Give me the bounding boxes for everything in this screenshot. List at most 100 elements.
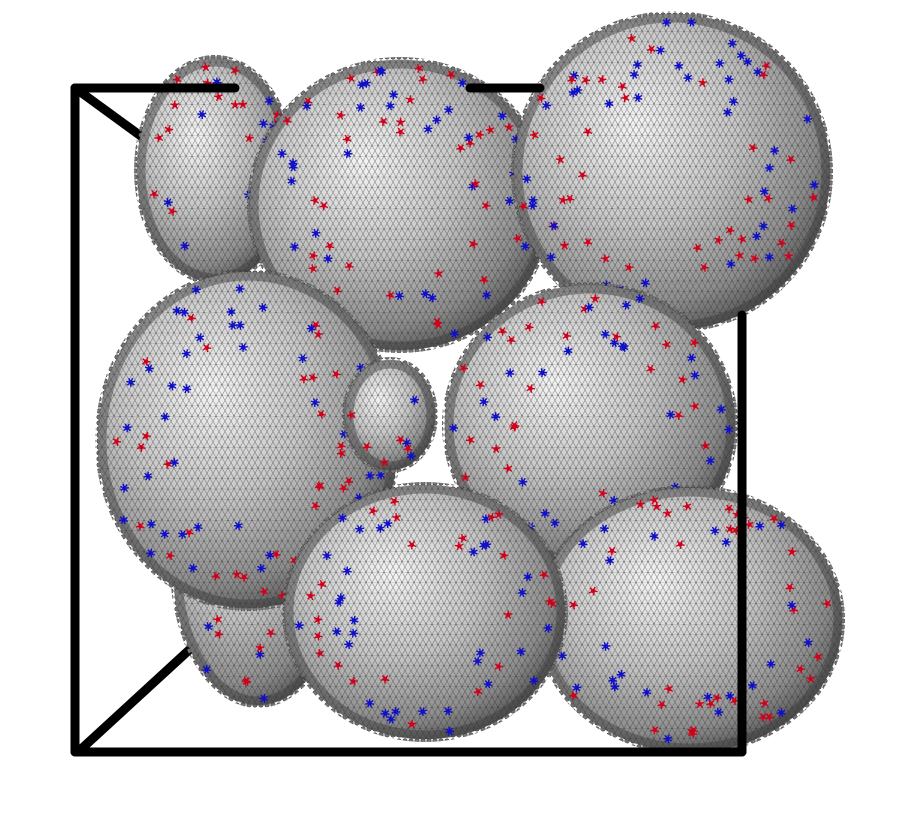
seven-fold-defect [622, 300, 631, 310]
five-fold-defect [309, 251, 318, 261]
seven-fold-defect [342, 566, 352, 576]
seven-fold-defect [517, 588, 527, 598]
seven-fold-defect [518, 477, 528, 487]
shell-mesh [285, 485, 565, 739]
five-fold-defect [211, 571, 221, 581]
five-fold-defect [590, 294, 600, 303]
seven-fold-defect [724, 75, 734, 85]
seven-fold-defect [380, 708, 390, 718]
seven-fold-defect [386, 714, 396, 724]
five-fold-defect [213, 614, 223, 624]
seven-fold-defect [235, 284, 245, 294]
seven-fold-defect [228, 320, 238, 330]
five-fold-defect [346, 410, 356, 420]
seven-fold-defect [505, 368, 515, 378]
five-fold-defect [470, 179, 480, 188]
seven-fold-defect [144, 364, 154, 374]
seven-fold-defect [690, 370, 700, 380]
vesicle-shell [282, 482, 568, 742]
five-fold-defect [407, 540, 417, 550]
five-fold-defect [473, 687, 483, 697]
five-fold-defect [503, 610, 513, 620]
five-fold-defect [299, 374, 309, 384]
five-fold-defect [674, 411, 684, 420]
seven-fold-defect [264, 96, 274, 106]
five-fold-defect [760, 698, 769, 708]
seven-fold-defect [716, 404, 726, 414]
five-fold-defect [627, 33, 637, 43]
five-fold-defect [325, 241, 335, 251]
seven-fold-defect [610, 682, 620, 692]
seven-fold-defect [394, 291, 405, 301]
five-fold-defect [506, 335, 516, 345]
five-fold-defect [230, 66, 240, 76]
five-fold-defect [700, 262, 709, 272]
five-fold-defect [141, 357, 151, 367]
shell-mesh [345, 360, 435, 470]
five-fold-defect [588, 586, 598, 596]
five-fold-defect [491, 444, 501, 454]
seven-fold-defect [195, 333, 205, 343]
five-fold-defect [238, 99, 248, 109]
five-fold-defect [414, 64, 424, 74]
five-fold-defect [700, 441, 710, 451]
five-fold-defect [761, 61, 771, 71]
five-fold-defect [649, 495, 659, 505]
five-fold-defect [479, 275, 489, 285]
five-fold-defect [724, 504, 734, 514]
five-fold-defect [499, 551, 509, 560]
five-fold-defect [737, 234, 747, 244]
five-fold-defect [662, 340, 671, 350]
five-fold-defect [646, 44, 656, 54]
seven-fold-defect [287, 176, 297, 186]
shell-mesh [514, 14, 830, 330]
seven-fold-defect [182, 384, 192, 394]
seven-fold-defect [635, 294, 645, 304]
box-edge [73, 635, 205, 757]
seven-fold-defect [666, 410, 676, 420]
five-fold-defect [675, 540, 685, 549]
seven-fold-defect [516, 647, 526, 657]
seven-fold-defect [172, 306, 182, 316]
five-fold-defect [494, 510, 504, 519]
seven-fold-defect [344, 640, 354, 650]
seven-fold-defect [683, 73, 693, 83]
five-fold-defect [379, 457, 389, 467]
defect-marks [294, 496, 557, 736]
five-fold-defect [730, 696, 739, 706]
seven-fold-defect [776, 520, 786, 530]
five-fold-defect [597, 75, 607, 85]
seven-fold-defect [122, 423, 132, 433]
five-fold-defect [314, 329, 323, 339]
five-fold-defect [331, 369, 341, 379]
seven-fold-defect [410, 395, 420, 405]
seven-fold-defect [181, 349, 191, 359]
five-fold-defect [569, 691, 579, 701]
five-fold-defect [314, 482, 324, 492]
seven-fold-defect [686, 353, 697, 363]
five-fold-defect [368, 506, 378, 516]
five-fold-defect [526, 384, 536, 393]
five-fold-defect [446, 70, 456, 80]
five-fold-defect [315, 648, 325, 658]
five-fold-defect [714, 235, 723, 245]
seven-fold-defect [146, 548, 156, 558]
seven-fold-defect [601, 641, 611, 651]
five-fold-defect [395, 435, 405, 445]
five-fold-defect [336, 449, 346, 459]
seven-fold-defect [723, 107, 733, 117]
seven-fold-defect [563, 346, 573, 356]
five-fold-defect [282, 116, 292, 126]
five-fold-defect [308, 264, 318, 274]
five-fold-defect [458, 533, 467, 543]
shell-mesh [538, 488, 842, 752]
seven-fold-defect [160, 529, 170, 539]
seven-fold-defect [204, 621, 214, 631]
seven-fold-defect [402, 438, 412, 448]
five-fold-defect [172, 74, 182, 84]
seven-fold-defect [787, 600, 797, 610]
five-fold-defect [336, 441, 346, 451]
five-fold-defect [539, 570, 549, 580]
